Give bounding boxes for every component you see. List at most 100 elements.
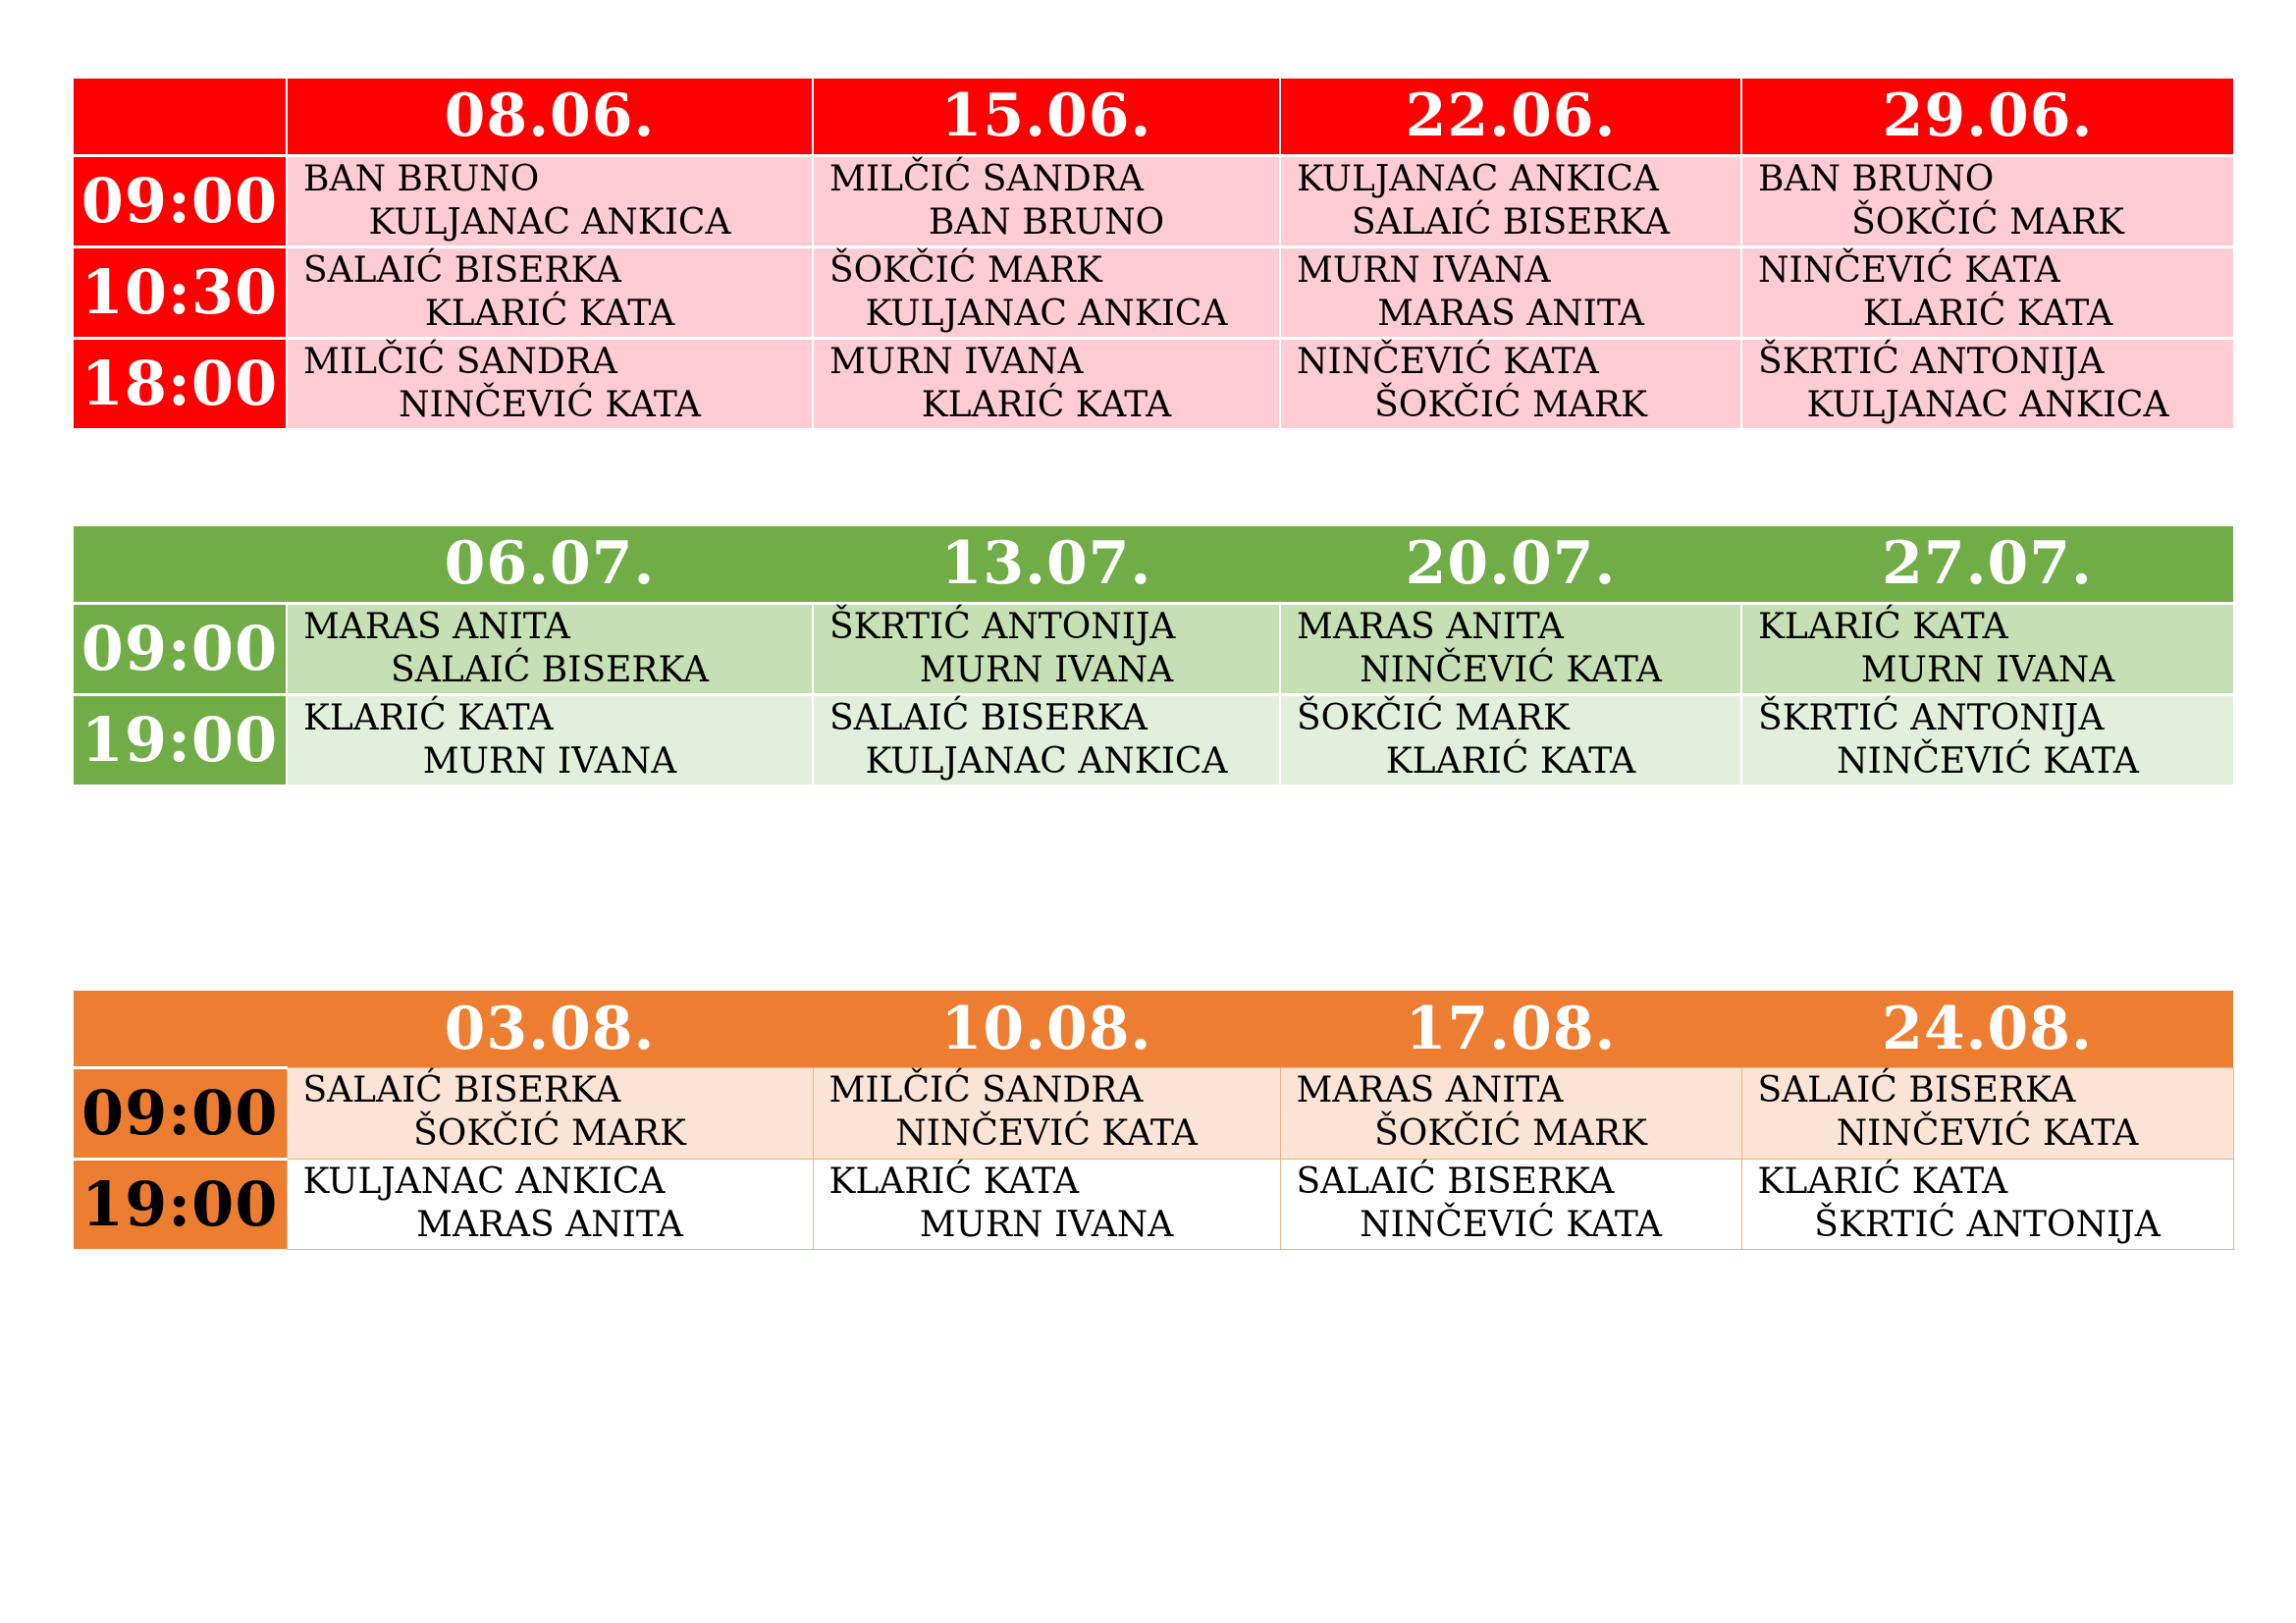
assignment-cell: KLARIĆ KATA ŠKRTIĆ ANTONIJA <box>1740 1159 2234 1250</box>
first-person: MILČIĆ SANDRA <box>303 342 617 382</box>
first-person: SALAIĆ BISERKA <box>303 250 621 291</box>
time-slot-row: 19:00 KLARIĆ KATA MURN IVANA SALAIĆ BISER… <box>74 693 2233 784</box>
corner-cell <box>74 526 287 604</box>
date-header-row: 06.07. 13.07. 20.07. 27.07. <box>74 526 2233 604</box>
first-person: KULJANAC ANKICA <box>302 1162 666 1202</box>
assignment-cell: SALAIĆ BISERKA NINČEVIĆ KATA <box>1279 1159 1741 1250</box>
second-person: KLARIĆ KATA <box>1862 294 2113 334</box>
second-person: BAN BRUNO <box>928 202 1165 243</box>
schedule-table-july: 06.07. 13.07. 20.07. 27.07. 09:00 MARAS … <box>74 526 2233 784</box>
first-person: BAN BRUNO <box>303 159 540 199</box>
time-slot-row: 09:00 SALAIĆ BISERKA ŠOKČIĆ MARK MILČIĆ S… <box>74 1066 2234 1160</box>
assignment-cell: ŠKRTIĆ ANTONIJA KULJANAC ANKICA <box>1740 337 2233 428</box>
assignment-cell: BAN BRUNO KULJANAC ANKICA <box>286 154 813 247</box>
second-person: KULJANAC ANKICA <box>865 294 1228 334</box>
second-person: SALAIĆ BISERKA <box>391 650 709 690</box>
date-header: 17.08. <box>1280 991 1741 1068</box>
second-person: NINČEVIĆ KATA <box>1836 1113 2139 1154</box>
time-slot-row: 19:00 KULJANAC ANKICA MARAS ANITA KLARIĆ … <box>74 1158 2234 1250</box>
second-person: MURN IVANA <box>1860 650 2115 690</box>
first-person: KLARIĆ KATA <box>828 1162 1080 1202</box>
date-header: 20.07. <box>1280 526 1741 604</box>
first-person: NINČEVIĆ KATA <box>1758 250 2060 291</box>
assignment-cell: BAN BRUNO ŠOKČIĆ MARK <box>1740 154 2233 247</box>
time-label: 09:00 <box>74 602 287 695</box>
time-slot-row: 10:30 SALAIĆ BISERKA KLARIĆ KATA ŠOKČIĆ M… <box>74 245 2233 339</box>
second-person: ŠOKČIĆ MARK <box>1374 385 1647 425</box>
second-person: KULJANAC ANKICA <box>1806 385 2169 425</box>
first-person: MARAS ANITA <box>303 607 570 647</box>
first-person: KLARIĆ KATA <box>1757 1162 2008 1202</box>
time-label: 10:30 <box>74 245 287 339</box>
assignment-cell: KLARIĆ KATA MURN IVANA <box>812 1159 1280 1250</box>
second-person: MURN IVANA <box>422 741 677 782</box>
first-person: ŠOKČIĆ MARK <box>1297 698 1570 738</box>
assignment-cell: KLARIĆ KATA MURN IVANA <box>286 693 813 784</box>
first-person: SALAIĆ BISERKA <box>1757 1070 2076 1110</box>
date-header: 27.07. <box>1741 526 2233 604</box>
first-person: ŠKRTIĆ ANTONIJA <box>829 607 1176 647</box>
second-person: KULJANAC ANKICA <box>865 741 1228 782</box>
first-person: SALAIĆ BISERKA <box>829 698 1148 738</box>
second-person: MURN IVANA <box>919 1205 1174 1245</box>
assignment-cell: ŠKRTIĆ ANTONIJA NINČEVIĆ KATA <box>1740 693 2233 784</box>
second-person: ŠOKČIĆ MARK <box>1374 1113 1647 1154</box>
date-header: 29.06. <box>1740 79 2233 156</box>
assignment-cell: KULJANAC ANKICA MARAS ANITA <box>286 1159 813 1250</box>
first-person: KULJANAC ANKICA <box>1297 159 1659 199</box>
date-header: 03.08. <box>287 991 813 1068</box>
assignment-cell: MILČIĆ SANDRA NINČEVIĆ KATA <box>812 1067 1280 1160</box>
assignment-cell: KULJANAC ANKICA SALAIĆ BISERKA <box>1279 154 1741 247</box>
assignment-cell: MURN IVANA MARAS ANITA <box>1279 245 1741 339</box>
first-person: MARAS ANITA <box>1297 607 1564 647</box>
time-label: 19:00 <box>74 1158 287 1249</box>
second-person: SALAIĆ BISERKA <box>1352 202 1670 243</box>
time-label: 09:00 <box>74 154 287 247</box>
second-person: ŠOKČIĆ MARK <box>1851 202 2124 243</box>
time-slot-row: 09:00 BAN BRUNO KULJANAC ANKICA MILČIĆ SA… <box>74 154 2233 247</box>
first-person: ŠKRTIĆ ANTONIJA <box>1758 342 2105 382</box>
assignment-cell: MARAS ANITA SALAIĆ BISERKA <box>286 602 813 695</box>
second-person: ŠKRTIĆ ANTONIJA <box>1814 1205 2161 1245</box>
date-header: 15.06. <box>812 79 1280 156</box>
second-person: NINČEVIĆ KATA <box>895 1113 1198 1154</box>
date-header: 24.08. <box>1741 991 2233 1068</box>
second-person: KULJANAC ANKICA <box>368 202 731 243</box>
assignment-cell: NINČEVIĆ KATA KLARIĆ KATA <box>1740 245 2233 339</box>
assignment-cell: SALAIĆ BISERKA ŠOKČIĆ MARK <box>286 1067 813 1160</box>
date-header: 13.07. <box>813 526 1280 604</box>
date-header: 06.07. <box>287 526 813 604</box>
corner-cell <box>74 991 287 1068</box>
date-header-row: 08.06. 15.06. 22.06. 29.06. <box>74 79 2233 156</box>
second-person: MARAS ANITA <box>1377 294 1644 334</box>
assignment-cell: SALAIĆ BISERKA KULJANAC ANKICA <box>812 693 1280 784</box>
time-label: 19:00 <box>74 693 287 784</box>
time-slot-row: 18:00 MILČIĆ SANDRA NINČEVIĆ KATA MURN IV… <box>74 337 2233 428</box>
second-person: NINČEVIĆ KATA <box>1837 741 2139 782</box>
first-person: ŠOKČIĆ MARK <box>829 250 1102 291</box>
second-person: MARAS ANITA <box>416 1205 683 1245</box>
second-person: KLARIĆ KATA <box>424 294 675 334</box>
second-person: KLARIĆ KATA <box>1385 741 1636 782</box>
first-person: KLARIĆ KATA <box>1758 607 2008 647</box>
assignment-cell: ŠOKČIĆ MARK KULJANAC ANKICA <box>812 245 1280 339</box>
first-person: MURN IVANA <box>1297 250 1551 291</box>
schedule-table-august: 03.08. 10.08. 17.08. 24.08. 09:00 SALAIĆ… <box>74 991 2234 1250</box>
time-slot-row: 09:00 MARAS ANITA SALAIĆ BISERKA ŠKRTIĆ A… <box>74 602 2233 695</box>
second-person: ŠOKČIĆ MARK <box>413 1113 686 1154</box>
assignment-cell: MARAS ANITA NINČEVIĆ KATA <box>1279 602 1741 695</box>
date-header: 22.06. <box>1279 79 1741 156</box>
schedule-table-june: 08.06. 15.06. 22.06. 29.06. 09:00 BAN BR… <box>74 79 2233 428</box>
corner-cell <box>74 79 287 156</box>
first-person: MILČIĆ SANDRA <box>828 1070 1144 1110</box>
first-person: SALAIĆ BISERKA <box>1296 1162 1615 1202</box>
first-person: ŠKRTIĆ ANTONIJA <box>1758 698 2105 738</box>
assignment-cell: SALAIĆ BISERKA NINČEVIĆ KATA <box>1740 1067 2234 1160</box>
first-person: KLARIĆ KATA <box>303 698 554 738</box>
first-person: NINČEVIĆ KATA <box>1297 342 1599 382</box>
assignment-cell: NINČEVIĆ KATA ŠOKČIĆ MARK <box>1279 337 1741 428</box>
first-person: BAN BRUNO <box>1758 159 1995 199</box>
assignment-cell: ŠKRTIĆ ANTONIJA MURN IVANA <box>812 602 1280 695</box>
date-header: 10.08. <box>813 991 1280 1068</box>
second-person: NINČEVIĆ KATA <box>1360 650 1662 690</box>
